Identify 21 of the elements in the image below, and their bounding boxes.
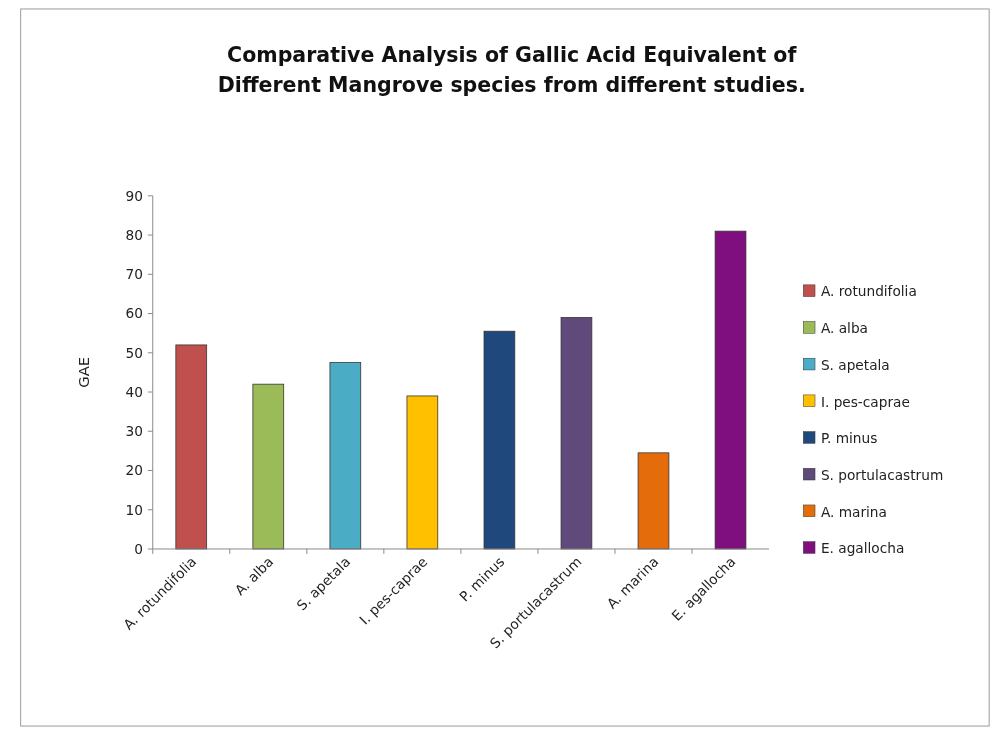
legend-label: S. apetala xyxy=(820,356,890,373)
y-tick-label: 70 xyxy=(125,266,143,283)
legend-label: S. portulacastrum xyxy=(820,466,944,483)
legend-label: A. marina xyxy=(820,503,887,520)
y-tick-label: 0 xyxy=(134,540,143,557)
y-tick-label: 90 xyxy=(125,187,143,204)
y-tick-label: 20 xyxy=(125,462,143,479)
y-axis-title: GAE xyxy=(75,357,93,388)
x-tick-label: A. alba xyxy=(231,553,277,599)
y-tick-label: 50 xyxy=(125,344,143,361)
chart-title: Comparative Analysis of Gallic Acid Equivalent of Different Mangrove species from different studies. xyxy=(217,42,806,98)
legend-label: P. minus xyxy=(820,430,878,447)
legend-label: A. rotundifolia xyxy=(820,283,917,300)
legend-label: I. pes-caprae xyxy=(820,393,910,410)
y-tick-label: 40 xyxy=(125,383,143,400)
y-tick-label: 80 xyxy=(125,226,143,243)
y-tick-label: 30 xyxy=(125,423,143,440)
y-tick-label: 10 xyxy=(125,501,143,518)
legend-label: E. agallocha xyxy=(820,540,905,557)
legend-label: A. alba xyxy=(820,320,868,337)
y-tick-label: 60 xyxy=(125,305,143,322)
